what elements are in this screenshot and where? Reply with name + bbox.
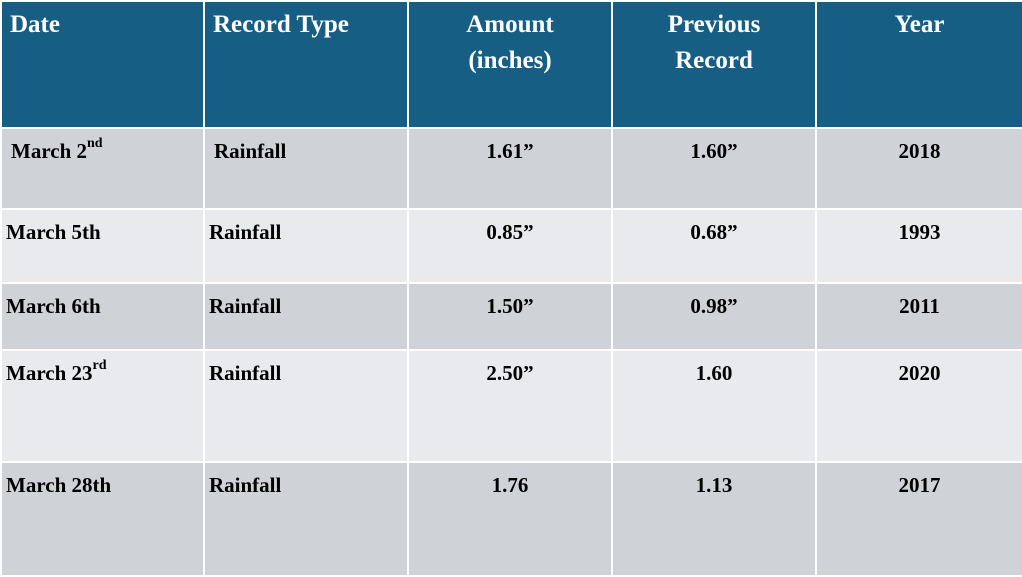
header-date: Date	[0, 0, 205, 129]
date-ordinal-suffix: nd	[87, 136, 103, 151]
cell-year: 2017	[815, 461, 1022, 577]
cell-amount: 1.76	[407, 461, 613, 577]
cell-record-type: Rainfall	[203, 349, 409, 463]
cell-previous-record: 0.98”	[611, 282, 817, 351]
cell-record-type: Rainfall	[203, 461, 409, 577]
cell-amount: 1.61”	[407, 127, 613, 210]
cell-previous-record: 1.13	[611, 461, 817, 577]
cell-amount: 1.50”	[407, 282, 613, 351]
cell-date: March 5th	[0, 208, 205, 284]
table-row: March 2nd Rainfall 1.61” 1.60” 2018	[0, 127, 1022, 210]
cell-record-type: Rainfall	[203, 208, 409, 284]
date-ordinal-suffix: rd	[92, 358, 107, 373]
cell-previous-record: 1.60”	[611, 127, 817, 210]
cell-year: 2011	[815, 282, 1022, 351]
table-row: March 5th Rainfall 0.85” 0.68” 1993	[0, 208, 1022, 284]
table-row: March 6th Rainfall 1.50” 0.98” 2011	[0, 282, 1022, 351]
header-previous-line1: Previous	[667, 11, 761, 38]
cell-date: March 2nd	[0, 127, 205, 210]
date-text: March 23	[6, 361, 93, 385]
date-text: March 5th	[6, 220, 101, 244]
cell-record-type: Rainfall	[203, 282, 409, 351]
date-text: March 2	[11, 139, 88, 163]
table-row: March 23rd Rainfall 2.50” 1.60 2020	[0, 349, 1022, 463]
table-row: March 28th Rainfall 1.76 1.13 2017	[0, 461, 1022, 577]
cell-previous-record: 1.60	[611, 349, 817, 463]
cell-amount: 2.50”	[407, 349, 613, 463]
header-previous-line2: Record	[675, 47, 753, 74]
cell-date: March 23rd	[0, 349, 205, 463]
date-text: March 28th	[6, 473, 112, 497]
header-record-type: Record Type	[203, 0, 409, 129]
header-row: Date Record Type Amount (inches) Previou…	[0, 0, 1022, 129]
header-amount-line2: (inches)	[468, 47, 552, 74]
date-text: March 6th	[6, 294, 101, 318]
header-amount-line1: Amount	[466, 11, 554, 38]
table-body: March 2nd Rainfall 1.61” 1.60” 2018 Marc…	[0, 127, 1022, 577]
cell-year: 2020	[815, 349, 1022, 463]
header-year: Year	[815, 0, 1022, 129]
cell-date: March 6th	[0, 282, 205, 351]
cell-amount: 0.85”	[407, 208, 613, 284]
cell-record-type: Rainfall	[203, 127, 409, 210]
cell-year: 1993	[815, 208, 1022, 284]
cell-previous-record: 0.68”	[611, 208, 817, 284]
cell-date: March 28th	[0, 461, 205, 577]
header-previous-record: Previous Record	[611, 0, 817, 129]
cell-year: 2018	[815, 127, 1022, 210]
header-amount: Amount (inches)	[407, 0, 613, 129]
table-header: Date Record Type Amount (inches) Previou…	[0, 0, 1022, 129]
